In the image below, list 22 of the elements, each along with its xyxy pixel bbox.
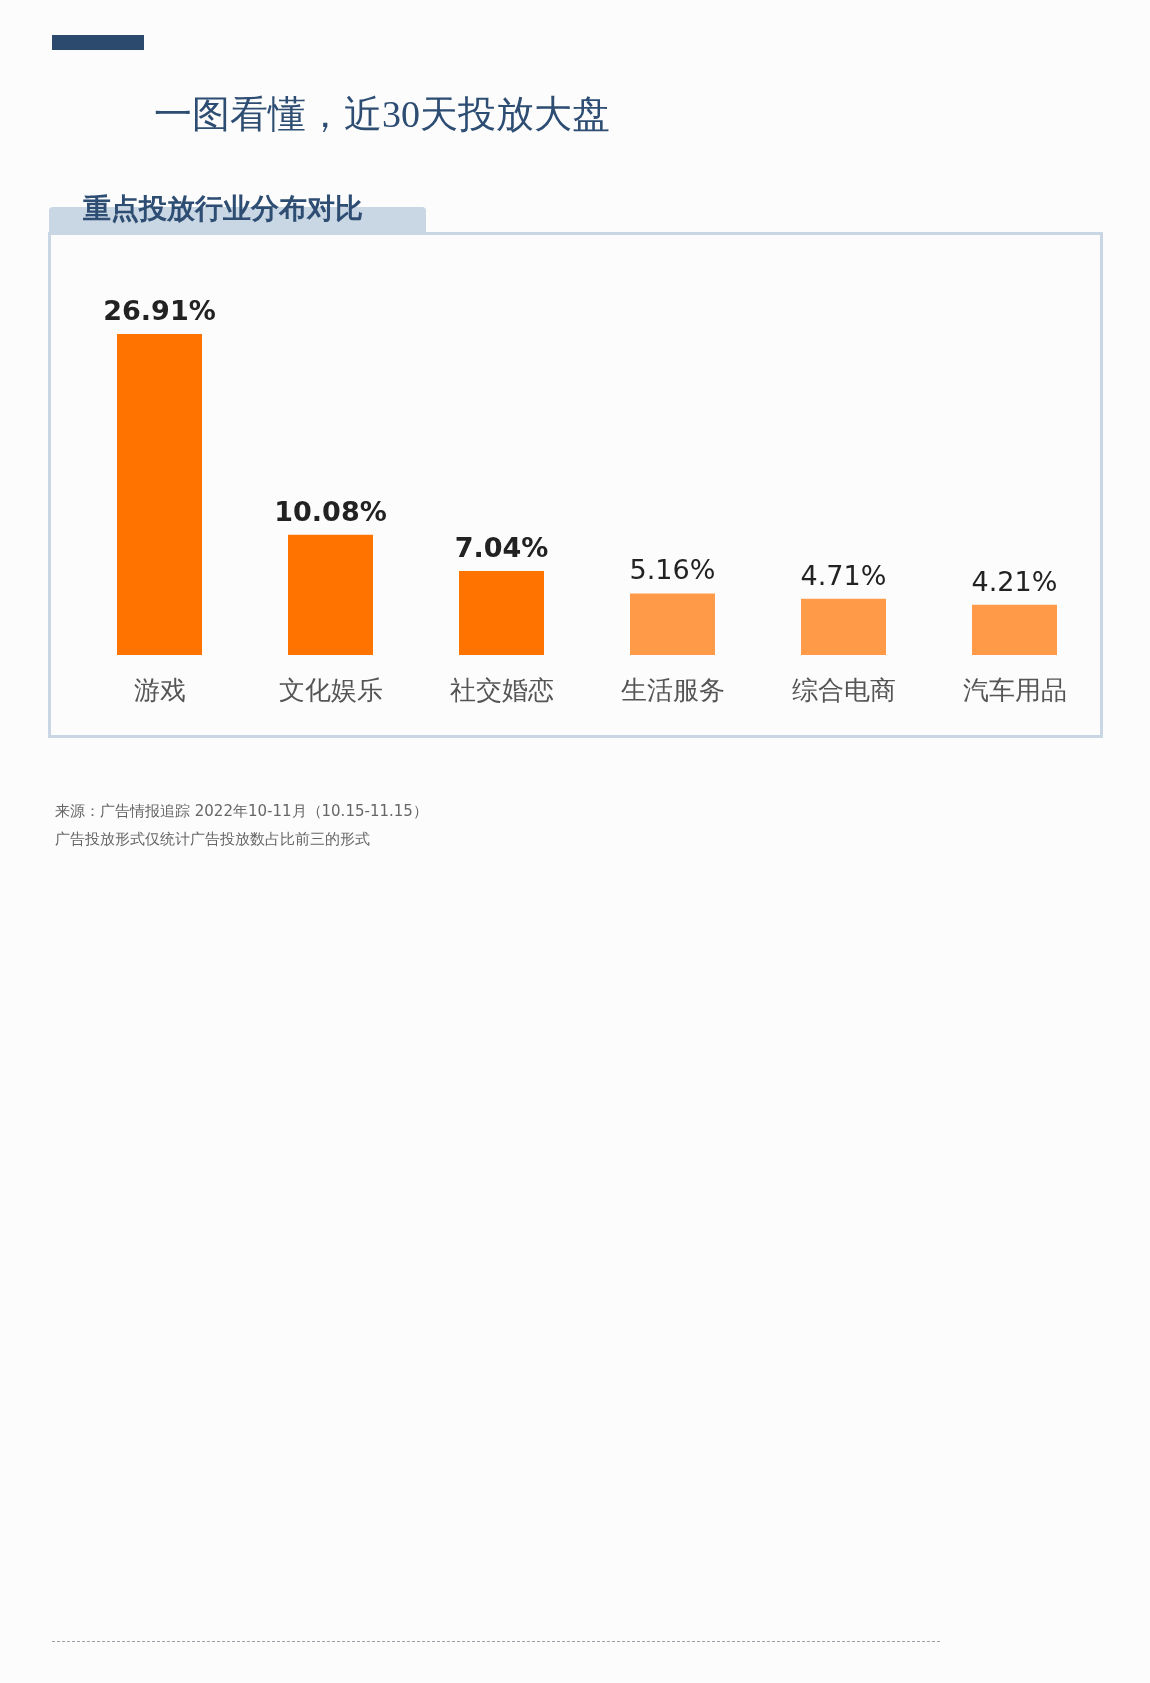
bar [801, 598, 886, 655]
data-label: 4.71% [800, 559, 887, 591]
bar [630, 593, 715, 655]
x-tick-label: 游戏 [133, 675, 186, 705]
x-tick-label: 文化娱乐 [278, 675, 383, 705]
bar [117, 334, 202, 655]
data-label: 26.91% [103, 295, 216, 326]
chart-title: 一图看懂，近30天投放大盘 [154, 93, 610, 135]
bar [972, 604, 1057, 655]
x-tick-label: 综合电商 [791, 675, 896, 705]
chart-subtitle: 重点投放行业分布对比 [83, 193, 363, 224]
text: 广告投放形式仅统计广告投放数占比前三的形式 [55, 830, 370, 848]
source-note: 来源：广告情报追踪 2022年10-11月（10.15-11.15） [55, 802, 428, 820]
bar [459, 571, 544, 655]
data-label: 10.08% [274, 495, 387, 527]
data-label: 4.21% [971, 565, 1058, 597]
bar [288, 534, 373, 655]
x-tick-label: 汽车用品 [962, 675, 1067, 705]
x-tick-label: 社交婚恋 [449, 675, 554, 705]
x-tick-label: 生活服务 [620, 675, 725, 705]
data-label: 5.16% [629, 554, 716, 586]
data-label: 7.04% [454, 532, 549, 564]
